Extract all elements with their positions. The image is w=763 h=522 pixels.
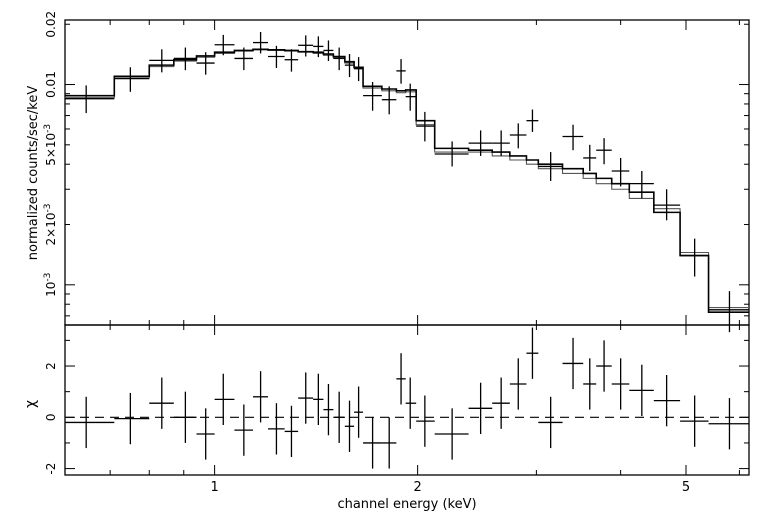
residuals-points [65,327,749,469]
residual-point [354,386,364,438]
data-point [396,59,406,84]
residual-point [562,337,584,390]
residual-point [538,396,563,449]
y-tick-label-spectrum: 0.01 [44,71,58,98]
residual-point [396,353,406,405]
data-point [538,152,563,181]
data-point [252,31,269,54]
x-axis-label: channel energy (keV) [337,497,476,512]
residual-point [268,403,285,455]
x-tick-label: 5 [682,480,690,495]
y-tick-label-spectrum: 2×10-3 [43,204,58,246]
residual-point [284,405,299,458]
data-point [363,81,382,111]
residual-point [363,417,382,469]
residuals-ticks: 1 2 5 -2 0 2 [44,325,749,495]
y-tick-label-residuals: -2 [44,463,58,475]
data-point [173,47,197,71]
residual-point [434,408,469,460]
data-point [611,157,630,187]
data-point [653,189,681,221]
residual-point [65,396,115,449]
data-point [313,36,324,58]
residual-point [323,383,334,436]
residual-point [653,375,681,427]
residual-point [234,404,253,456]
x-tick-label: 2 [413,480,421,495]
residual-point [611,358,630,410]
residual-point [344,400,355,452]
residual-point [214,373,235,425]
data-point [354,57,364,82]
residual-point [596,340,612,392]
data-point [268,45,285,68]
data-point [416,111,435,142]
residual-point [313,373,324,425]
y-tick-label-residuals: 2 [44,362,58,370]
data-point [562,124,584,151]
data-point [526,109,539,132]
data-point [323,40,334,62]
data-point [114,67,150,92]
data-point [381,86,397,115]
residual-point [708,398,749,450]
data-point [333,47,345,71]
data-point [434,141,469,167]
data-point [149,49,174,73]
data-point [509,123,527,149]
spectrum-ticks: 10-3 2×10-3 5×10-3 0.01 0.02 [43,11,749,325]
data-point [214,34,235,56]
residual-point [149,377,174,429]
x-tick-label: 1 [210,480,218,495]
residuals-panel: 1 2 5 -2 0 2 χ [23,324,750,495]
residual-point [526,327,539,379]
data-point [405,83,417,111]
residual-point [381,417,397,469]
residual-point [468,382,493,434]
residuals-frame [64,324,750,476]
residual-point [405,377,417,429]
data-point [629,171,654,199]
data-point [492,130,510,156]
residual-point [114,392,150,445]
residual-point [173,391,197,443]
y-tick-label-spectrum: 10-3 [43,273,58,297]
data-point [196,52,215,75]
data-point [298,35,314,57]
residual-point [509,358,527,410]
residual-point [492,377,510,429]
model-line-2 [65,49,749,309]
data-point [65,85,115,114]
data-point [234,47,253,71]
residual-point [583,358,597,410]
data-point [284,49,299,72]
residual-point [252,371,269,423]
spectrum-panel: 10-3 2×10-3 5×10-3 0.01 0.02 normalized coun… [26,11,750,333]
data-point [583,144,597,172]
residual-point [680,395,709,447]
residual-point [196,408,215,460]
residual-point [629,364,654,417]
data-point [596,138,612,165]
residual-point [298,372,314,424]
y-axis-label-spectrum: normalized counts/sec/keV [26,86,41,261]
y-axis-label-residuals: χ [23,400,39,408]
y-tick-label-spectrum: 0.02 [44,11,58,38]
data-point [680,238,709,277]
data-point [468,130,493,156]
data-point [344,54,355,78]
y-tick-label-spectrum: 5×10-3 [43,124,58,166]
y-tick-label-residuals: 0 [44,413,58,421]
model-line-1 [65,48,749,313]
spectrum-model [65,48,749,313]
residual-point [333,391,345,443]
spectrum-points [65,31,749,333]
residual-point [416,395,435,447]
